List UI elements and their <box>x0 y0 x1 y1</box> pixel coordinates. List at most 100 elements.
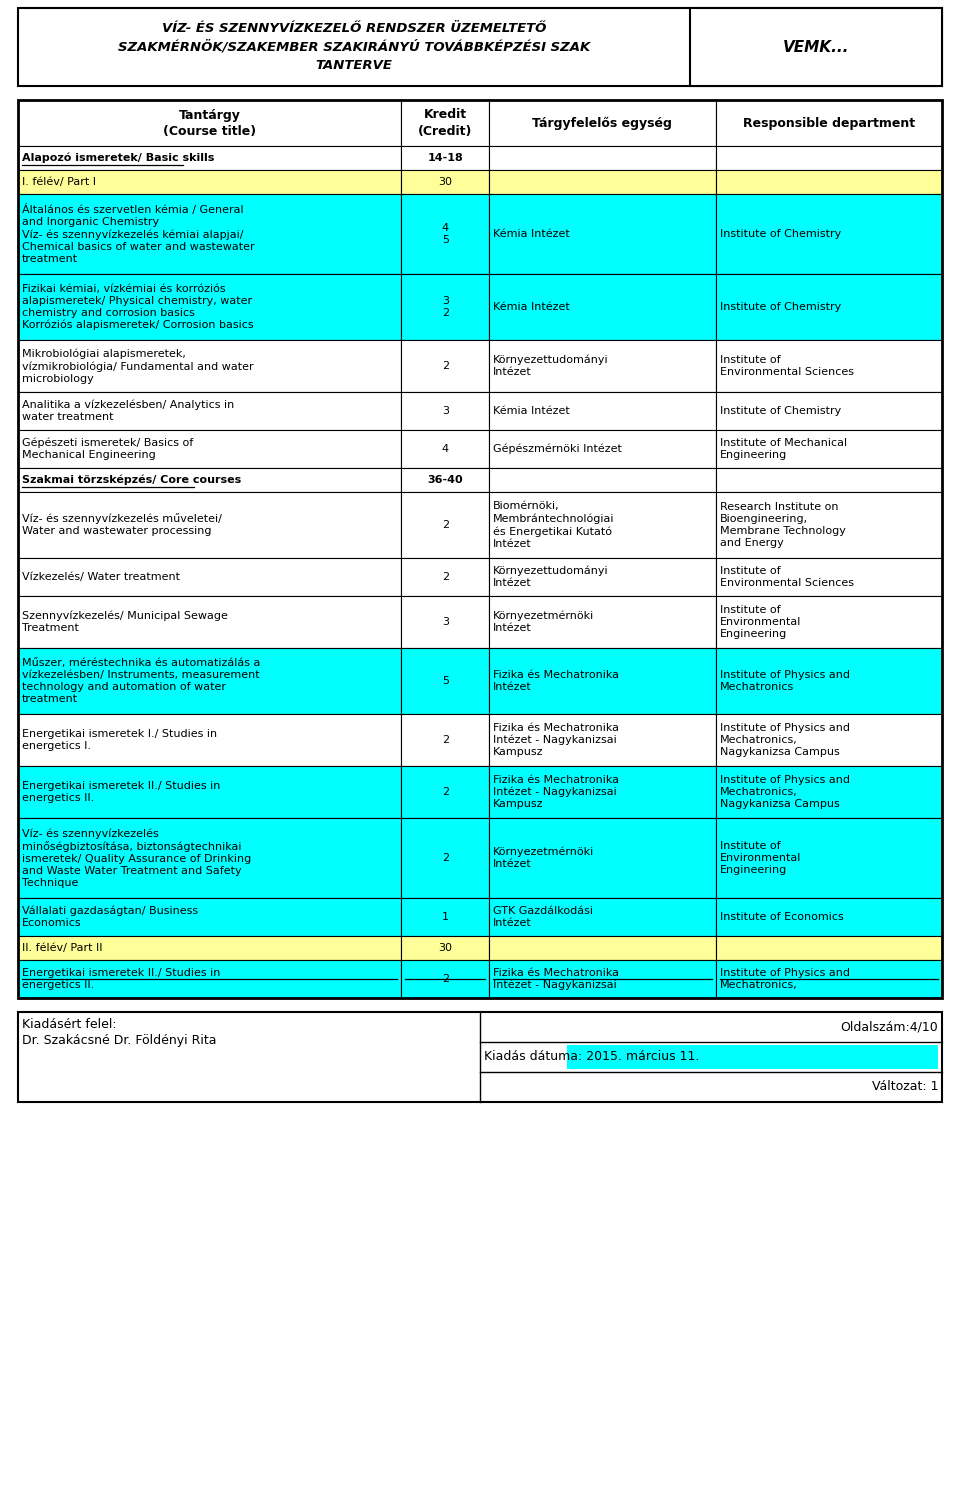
Bar <box>18 8 942 86</box>
Bar <box>18 430 401 468</box>
Bar <box>18 100 401 146</box>
Bar <box>18 492 401 559</box>
Bar <box>715 766 942 818</box>
Bar <box>18 393 401 430</box>
Text: Gépészeti ismeretek/ Basics of
Mechanical Engineering: Gépészeti ismeretek/ Basics of Mechanica… <box>22 438 193 461</box>
Text: Fizika és Mechatronika
Intézet: Fizika és Mechatronika Intézet <box>493 670 619 692</box>
Text: Energetikai ismeretek II./ Studies in
energetics II.: Energetikai ismeretek II./ Studies in en… <box>22 781 221 803</box>
Text: Általános és szervetlen kémia / General
and Inorganic Chemistry
Víz- és szennyví: Általános és szervetlen kémia / General … <box>22 204 254 264</box>
Bar <box>18 648 401 714</box>
Text: Szennyvízkezelés/ Municipal Sewage
Treatment: Szennyvízkezelés/ Municipal Sewage Treat… <box>22 610 228 633</box>
Bar <box>490 648 715 714</box>
Text: Institute of Physics and
Mechatronics,
Nagykanizsa Campus: Institute of Physics and Mechatronics, N… <box>720 775 850 809</box>
Text: Institute of Physics and
Mechatronics: Institute of Physics and Mechatronics <box>720 670 850 692</box>
Text: 4: 4 <box>442 444 449 455</box>
Bar <box>715 648 942 714</box>
Text: Változat: 1: Változat: 1 <box>872 1081 938 1093</box>
Text: 4
5: 4 5 <box>442 223 449 245</box>
Text: Tárgyfelelős egység: Tárgyfelelős egység <box>533 116 672 130</box>
Bar <box>401 340 490 393</box>
Text: Mikrobiológiai alapismeretek,
vízmikrobiológia/ Fundamental and water
microbiolo: Mikrobiológiai alapismeretek, vízmikrobi… <box>22 349 253 384</box>
Bar <box>690 8 942 86</box>
Bar <box>18 936 401 960</box>
Text: Responsible department: Responsible department <box>743 116 915 130</box>
Bar <box>715 714 942 766</box>
Text: Energetikai ismeretek I./ Studies in
energetics I.: Energetikai ismeretek I./ Studies in ene… <box>22 729 217 750</box>
Bar <box>490 171 715 193</box>
Bar <box>401 430 490 468</box>
Text: Dr. Szakácsné Dr. Földényi Rita: Dr. Szakácsné Dr. Földényi Rita <box>22 1034 217 1046</box>
Bar <box>715 340 942 393</box>
Text: Institute of Chemistry: Institute of Chemistry <box>720 302 841 313</box>
Bar <box>18 714 401 766</box>
Text: Környezettudományi
Intézet: Környezettudományi Intézet <box>493 566 609 589</box>
Bar <box>401 960 490 998</box>
Text: Energetikai ismeretek II./ Studies in
energetics II.: Energetikai ismeretek II./ Studies in en… <box>22 968 221 991</box>
Bar <box>401 393 490 430</box>
Bar <box>401 648 490 714</box>
Text: Fizika és Mechatronika
Intézet - Nagykanizsai
Kampusz: Fizika és Mechatronika Intézet - Nagykan… <box>493 723 619 758</box>
Bar <box>401 100 490 146</box>
Bar <box>401 468 490 492</box>
Text: Biomérnöki,
Membrántechnológiai
és Energetikai Kutató
Intézet: Biomérnöki, Membrántechnológiai és Energ… <box>493 501 614 548</box>
Bar <box>401 273 490 340</box>
Bar <box>18 146 401 171</box>
Bar <box>18 468 401 492</box>
Text: VÍZ- ÉS SZENNYVÍZKEZELŐ RENDSZER ÜZEMELTETŐ
SZAKMÉRNÖK/SZAKEMBER SZAKIRÁNYÚ TOVÁ: VÍZ- ÉS SZENNYVÍZKEZELŐ RENDSZER ÜZEMELT… <box>118 23 590 72</box>
Text: 2: 2 <box>442 572 449 581</box>
Bar <box>18 1012 942 1102</box>
Bar <box>715 100 942 146</box>
Bar <box>490 766 715 818</box>
Bar <box>715 898 942 936</box>
Bar <box>490 340 715 393</box>
Text: Alapozó ismeretek/ Basic skills: Alapozó ismeretek/ Basic skills <box>22 153 214 163</box>
Bar <box>715 171 942 193</box>
Text: Analitika a vízkezelésben/ Analytics in
water treatment: Analitika a vízkezelésben/ Analytics in … <box>22 400 234 423</box>
Text: Research Institute on
Bioengineering,
Membrane Technology
and Energy: Research Institute on Bioengineering, Me… <box>720 501 846 548</box>
Text: Vállalati gazdaságtan/ Business
Economics: Vállalati gazdaságtan/ Business Economic… <box>22 906 198 929</box>
Bar <box>401 898 490 936</box>
Text: 2: 2 <box>442 787 449 797</box>
Text: Vízkezelés/ Water treatment: Vízkezelés/ Water treatment <box>22 572 180 581</box>
Bar <box>490 146 715 171</box>
Bar <box>18 100 942 998</box>
Bar <box>401 146 490 171</box>
Bar <box>18 340 401 393</box>
Text: GTK Gazdálkodási
Intézet: GTK Gazdálkodási Intézet <box>493 906 593 929</box>
Text: Környezetmérnöki
Intézet: Környezetmérnöki Intézet <box>493 610 594 633</box>
Bar <box>401 818 490 898</box>
Text: Tantárgy
(Course title): Tantárgy (Course title) <box>163 109 256 137</box>
Text: Műszer, méréstechnika és automatizálás a
vízkezelésben/ Instruments, measurement: Műszer, méréstechnika és automatizálás a… <box>22 658 260 704</box>
Bar <box>490 960 715 998</box>
Bar <box>715 492 942 559</box>
Text: Institute of
Environmental Sciences: Institute of Environmental Sciences <box>720 355 853 378</box>
Text: Szakmai törzsképzés/ Core courses: Szakmai törzsképzés/ Core courses <box>22 474 241 485</box>
Bar <box>715 430 942 468</box>
Text: Institute of
Environmental
Engineering: Institute of Environmental Engineering <box>720 606 801 639</box>
Bar <box>566 1045 938 1069</box>
Bar <box>18 898 401 936</box>
Bar <box>18 193 401 273</box>
Bar <box>18 960 401 998</box>
Text: 2: 2 <box>442 361 449 371</box>
Text: 3: 3 <box>442 406 449 415</box>
Bar <box>490 596 715 648</box>
Text: 5: 5 <box>442 676 449 686</box>
Bar <box>490 193 715 273</box>
Bar <box>715 818 942 898</box>
Text: 30: 30 <box>439 944 452 953</box>
Text: Institute of Economics: Institute of Economics <box>720 912 844 923</box>
Text: VEMK...: VEMK... <box>782 39 850 54</box>
Text: Környezetmérnöki
Intézet: Környezetmérnöki Intézet <box>493 847 594 870</box>
Text: Környezettudományi
Intézet: Környezettudományi Intézet <box>493 355 609 378</box>
Bar <box>490 430 715 468</box>
Text: Kémia Intézet: Kémia Intézet <box>493 302 570 313</box>
Bar <box>18 818 401 898</box>
Bar <box>715 559 942 596</box>
Text: I. félév/ Part I: I. félév/ Part I <box>22 177 96 187</box>
Bar <box>490 559 715 596</box>
Text: Víz- és szennyvízkezelés műveletei/
Water and wastewater processing: Víz- és szennyvízkezelés műveletei/ Wate… <box>22 513 222 536</box>
Bar <box>715 936 942 960</box>
Text: Kémia Intézet: Kémia Intézet <box>493 406 570 415</box>
Bar <box>715 596 942 648</box>
